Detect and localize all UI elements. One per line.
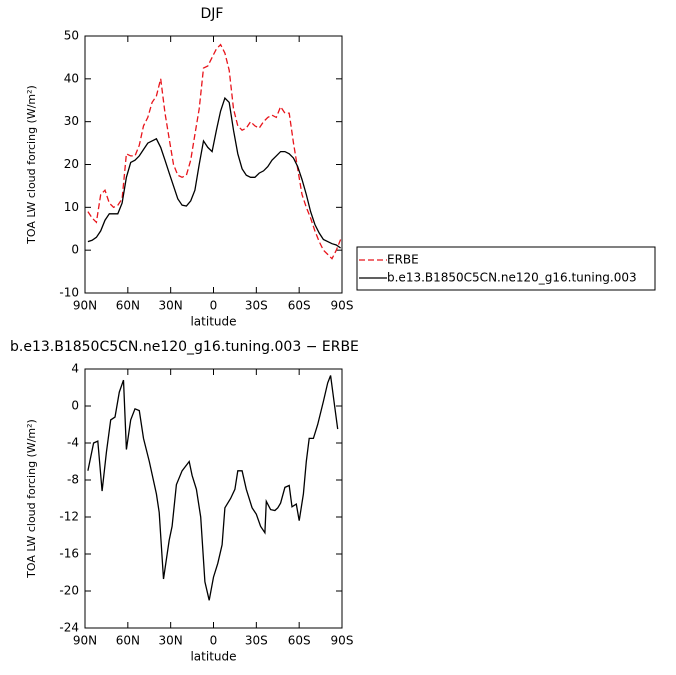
y-tick-label: 4 (71, 362, 79, 376)
data-line (87, 375, 339, 601)
x-tick-label: 90N (73, 299, 97, 313)
y-tick-label: 50 (64, 29, 79, 43)
y-axis-label: TOA LW cloud forcing (W/m²) (25, 419, 38, 579)
x-tick-label: 60N (116, 634, 140, 648)
plot-frame (84, 368, 343, 629)
y-tick-label: -20 (59, 584, 79, 598)
legend-label: b.e13.B1850C5CN.ne120_g16.tuning.003 (387, 271, 637, 285)
x-tick-label: 60S (288, 299, 311, 313)
chart-title: b.e13.B1850C5CN.ne120_g16.tuning.003 − E… (10, 339, 359, 355)
chart-title: DJF (201, 6, 224, 22)
x-tick-label: 0 (210, 634, 218, 648)
y-tick-label: 20 (64, 157, 79, 171)
x-tick-label: 30N (159, 634, 183, 648)
y-tick-label: -16 (59, 547, 79, 561)
y-tick-label: -12 (59, 510, 79, 524)
y-tick-label: -8 (67, 473, 79, 487)
data-line (87, 43, 342, 260)
y-tick-label: -24 (59, 621, 79, 635)
x-tick-label: 90S (331, 299, 354, 313)
y-tick-label: 0 (71, 243, 79, 257)
y-tick-label: 30 (64, 114, 79, 128)
y-tick-label: 40 (64, 71, 79, 85)
x-tick-label: 0 (210, 299, 218, 313)
plot-frame (84, 35, 343, 294)
x-tick-label: 30S (245, 634, 268, 648)
y-tick-label: -10 (59, 286, 79, 300)
x-axis-label: latitude (190, 315, 236, 329)
legend-label: ERBE (387, 253, 419, 267)
x-tick-label: 60N (116, 299, 140, 313)
x-tick-label: 90S (331, 634, 354, 648)
y-tick-label: 0 (71, 399, 79, 413)
data-line (87, 96, 341, 249)
x-tick-label: 30N (159, 299, 183, 313)
legend-box (356, 246, 656, 291)
x-axis-label: latitude (190, 650, 236, 664)
y-tick-label: 10 (64, 200, 79, 214)
y-axis-label: TOA LW cloud forcing (W/m²) (25, 85, 38, 245)
x-tick-label: 90N (73, 634, 97, 648)
x-tick-label: 30S (245, 299, 268, 313)
x-tick-label: 60S (288, 634, 311, 648)
y-tick-label: -4 (67, 436, 79, 450)
